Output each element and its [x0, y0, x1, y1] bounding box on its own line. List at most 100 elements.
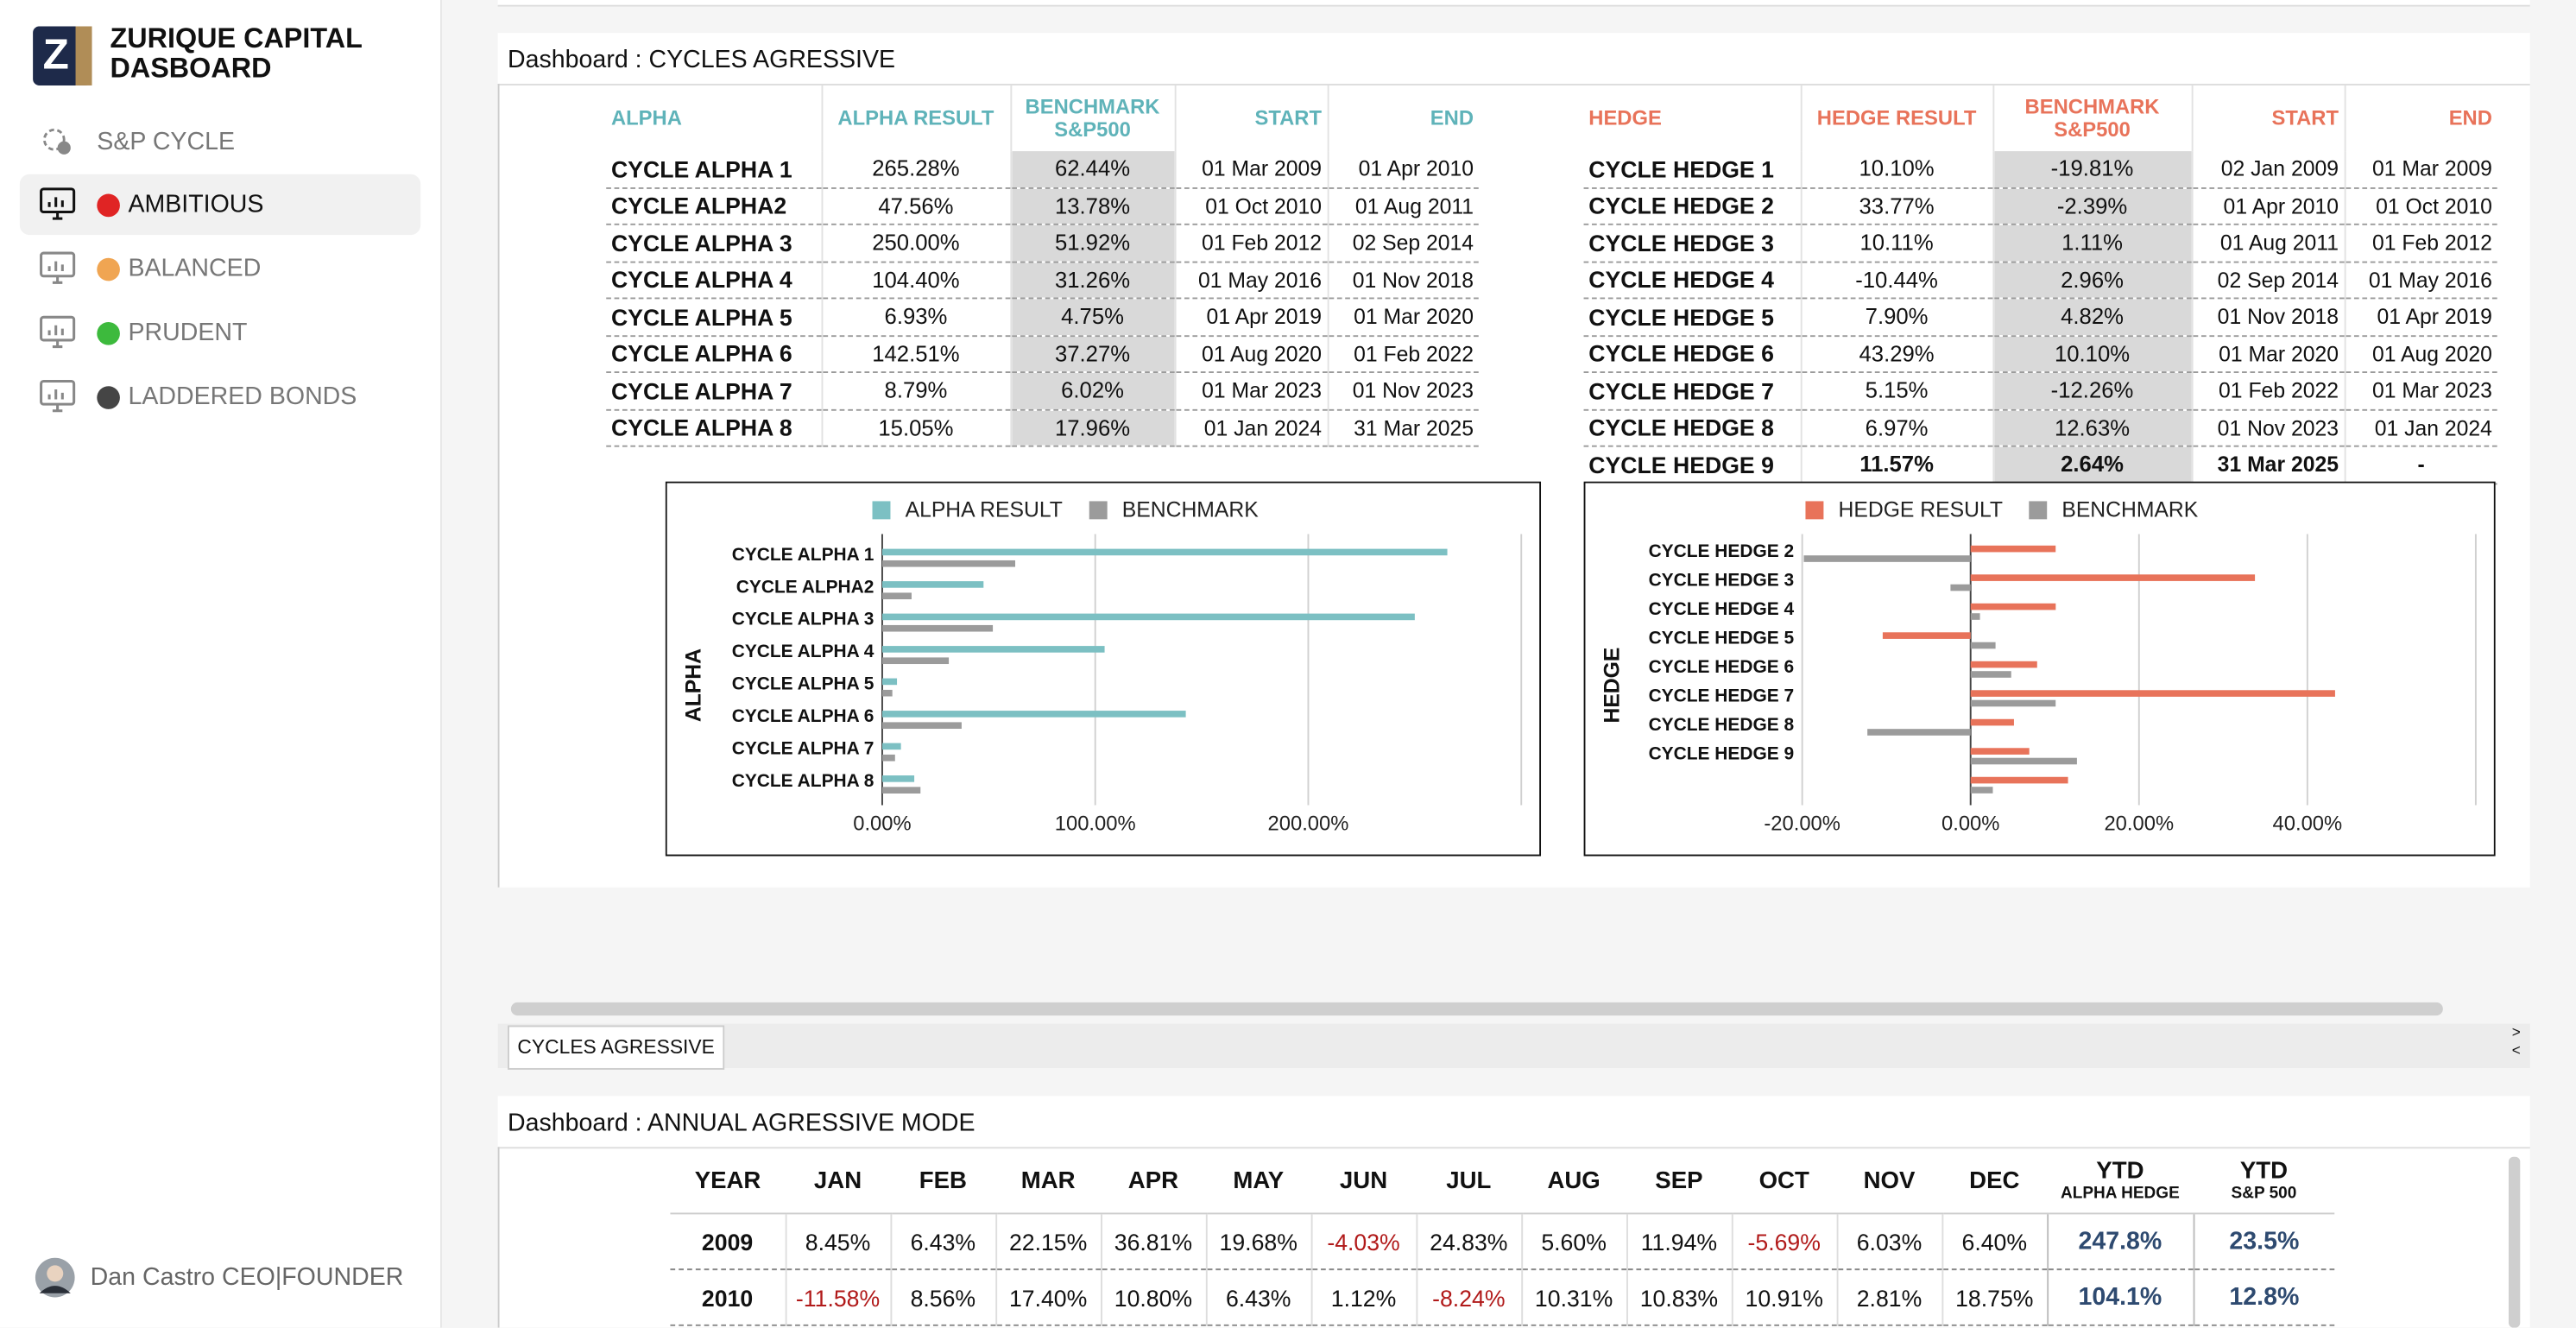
table-cell: 31.26% [1010, 261, 1176, 300]
table-row: CYCLE ALPHA 1 265.28% 62.44% 01 Mar 2009 01 … [606, 151, 1479, 188]
menu-item[interactable]: BALANCED [20, 238, 420, 299]
table-cell: 17.40% [994, 1269, 1102, 1326]
bar [881, 722, 962, 730]
table-cell: 104.1% [2046, 1269, 2194, 1326]
table-cell: - [2344, 446, 2497, 484]
table-cell: 104.40% [821, 261, 1012, 300]
bar [1970, 574, 2256, 581]
bar [881, 548, 1448, 556]
table-cell: 01 Nov 2018 [2191, 298, 2346, 337]
table-cell: 01 May 2016 [2344, 261, 2497, 300]
table-cell: 01 Feb 2022 [2191, 372, 2346, 410]
column-header: NOV [1836, 1150, 1942, 1215]
table-cell: 247.8% [2046, 1213, 2194, 1271]
brand: ZURIQUE CAPITAL DASBOARD [110, 22, 363, 85]
status-dot [97, 321, 120, 345]
bar [881, 711, 1186, 718]
axis-title: HEDGE [1601, 648, 1624, 724]
table-cell: CYCLE ALPHA2 [606, 187, 823, 225]
table-cell: CYCLE HEDGE 2 [1583, 187, 1802, 225]
table-row: CYCLE HEDGE 1 10.10% -19.81% 02 Jan 2009 01 … [1583, 151, 2497, 188]
table-cell: 10.80% [1100, 1269, 1206, 1326]
menu-item[interactable]: PRUDENT [20, 302, 420, 363]
logo-text: Z [43, 31, 69, 79]
table-cell: 8.45% [784, 1213, 891, 1271]
divider [497, 84, 500, 888]
tab-prev[interactable]: < [2511, 1041, 2521, 1059]
table-cell: CYCLE ALPHA 4 [606, 261, 823, 300]
y-tick-label: CYCLE HEDGE 5 [1649, 628, 1795, 648]
table-cell: CYCLE HEDGE 5 [1583, 298, 1802, 337]
y-tick-label: CYCLE ALPHA 1 [732, 545, 874, 565]
v-scrollbar[interactable] [2508, 1156, 2521, 1328]
table-cell: 6.02% [1010, 372, 1176, 410]
y-tick-label: CYCLE HEDGE 4 [1649, 599, 1795, 619]
bar [1970, 661, 2037, 668]
menu-item[interactable]: S&P CYCLE [20, 111, 420, 172]
table-cell: 4.75% [1010, 298, 1176, 337]
icon-part [40, 315, 76, 342]
table-cell: 1.11% [1992, 224, 2193, 262]
table-cell: CYCLE ALPHA 7 [606, 372, 823, 410]
table-cell: CYCLE HEDGE 6 [1583, 335, 1802, 373]
tab[interactable]: CYCLES AGRESSIVE [508, 1025, 725, 1070]
legend-label: BENCHMARK [1122, 498, 1259, 522]
column-header: HEDGE RESULT [1800, 85, 1994, 152]
bar [1970, 699, 2056, 707]
header-row: YEAR JAN FEB MAR APR MAY JUN JUL AUG SEP OCT NOV DEC… [670, 1150, 2335, 1215]
legend-label: BENCHMARK [2061, 498, 2198, 522]
y-tick-label: CYCLE ALPHA 4 [732, 642, 874, 661]
menu-label: LADDERED BONDS [128, 383, 357, 411]
bar [1970, 787, 1993, 794]
table-row: CYCLE ALPHA 6 142.51% 37.27% 01 Aug 2020 01 … [606, 335, 1479, 373]
table-cell: 01 Nov 2023 [2191, 408, 2346, 447]
bar [1970, 671, 2011, 678]
x-tick-label: 0.00% [853, 813, 911, 836]
table-cell: 01 Jan 2024 [1174, 408, 1329, 447]
table-cell: 11.94% [1626, 1213, 1732, 1271]
table-cell: 6.03% [1835, 1213, 1942, 1271]
chart: -20.00% 0.00% 20.00% 40.00% HEDGE HEDGE RESUL… [1583, 481, 2496, 857]
header-top: YTD [2239, 1157, 2289, 1185]
column-header: MAR [995, 1150, 1102, 1215]
table-cell: 01 Feb 2012 [1174, 224, 1329, 262]
menu-label: BALANCED [128, 254, 262, 283]
bar [1867, 729, 1971, 736]
header-sub: ALPHA HEDGE [2060, 1184, 2180, 1203]
table-cell: CYCLE ALPHA 8 [606, 408, 823, 447]
bar [881, 592, 912, 600]
header-row: HEDGE HEDGE RESULT BENCHMARK S&P500 START EN… [1583, 85, 2497, 152]
icon-part [42, 128, 66, 151]
y-tick-label: CYCLE HEDGE 3 [1649, 570, 1795, 590]
menu-label: PRUDENT [128, 319, 248, 347]
icon-part [40, 379, 76, 406]
menu-item[interactable]: AMBITIOUS [19, 174, 421, 236]
table-cell: -8.24% [1415, 1269, 1522, 1326]
panel-title: Dashboard : ANNUAL AGRESSIVE MODE [508, 1109, 975, 1137]
y-tick-label: CYCLE ALPHA 5 [732, 674, 874, 694]
table-row: CYCLE HEDGE 9 11.57% 2.64% 31 Mar 2025- [1583, 446, 2497, 484]
table-cell: CYCLE ALPHA 3 [606, 224, 823, 262]
menu-label: AMBITIOUS [128, 190, 264, 219]
tab-next[interactable]: > [2511, 1023, 2521, 1040]
icon-part [47, 389, 64, 413]
table-cell: 2009 [670, 1213, 786, 1271]
avatar [35, 1257, 75, 1298]
bar [1970, 603, 2056, 610]
scrollbar[interactable] [510, 1002, 2443, 1016]
menu-item[interactable]: LADDERED BONDS [20, 366, 420, 427]
table-cell: 51.92% [1010, 224, 1176, 262]
icon-part [47, 197, 64, 220]
x-tick-label: 40.00% [2273, 813, 2343, 836]
bar [881, 787, 921, 794]
table-cell: 01 Nov 2023 [1327, 372, 1479, 410]
table-row: CYCLE HEDGE 7 5.15% -12.26% 01 Feb 2022 01 M… [1583, 372, 2497, 410]
legend-swatch [1805, 501, 1824, 520]
table-cell: 7.90% [1800, 298, 1994, 337]
table-cell: 01 Mar 2023 [1174, 372, 1329, 410]
column-header: JUL [1416, 1150, 1522, 1215]
bar [881, 754, 895, 762]
table-cell: CYCLE HEDGE 4 [1583, 261, 1802, 300]
bar [1970, 776, 2068, 784]
table-cell: CYCLE ALPHA 1 [606, 151, 823, 188]
